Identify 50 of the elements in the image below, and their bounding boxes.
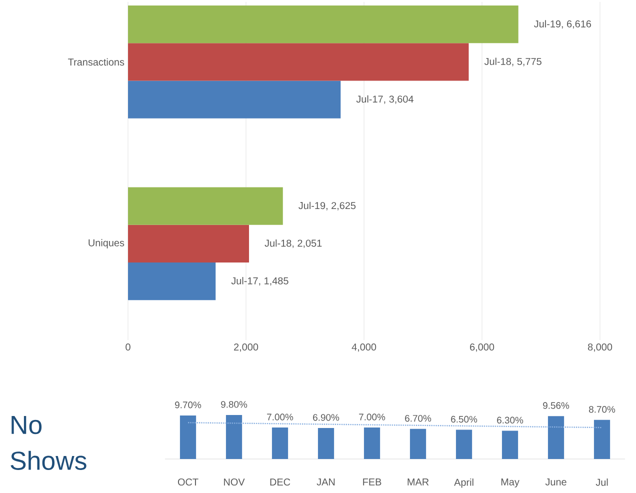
x-tick-label: NOV <box>224 478 245 486</box>
data-label: Jul-19, 6,616 <box>534 20 592 29</box>
x-tick-label: Jul <box>596 478 608 486</box>
data-label: 7.00% <box>267 414 294 420</box>
bar <box>128 80 341 118</box>
x-tick-label: May <box>501 478 520 488</box>
x-tick-label: 2,000 <box>234 344 258 352</box>
x-tick-label: DEC <box>270 478 290 486</box>
data-label: Jul-19, 2,625 <box>298 202 356 210</box>
bar <box>364 428 380 459</box>
y-tick-label: Transactions <box>68 58 124 66</box>
bar <box>548 416 564 459</box>
data-label: Jul-18, 2,051 <box>264 239 322 248</box>
data-label: 6.70% <box>405 415 432 422</box>
bar <box>456 430 472 459</box>
data-label: Jul-17, 3,604 <box>356 95 414 104</box>
data-label: 6.30% <box>497 416 524 424</box>
data-label: Jul-17, 1,485 <box>231 277 288 286</box>
x-tick-label: OCT <box>178 478 198 486</box>
x-tick-label: MAR <box>408 478 429 486</box>
data-label: 6.90% <box>313 414 340 421</box>
data-label: 8.70% <box>589 406 616 413</box>
bar <box>128 43 469 81</box>
x-tick-label: June <box>545 478 566 486</box>
bar <box>318 428 334 459</box>
text: No Shows <box>10 416 86 470</box>
x-tick-label: FEB <box>363 478 382 486</box>
bar <box>410 428 426 459</box>
data-label: Jul-18, 5,775 <box>484 58 542 66</box>
x-tick-label: JAN <box>316 478 335 486</box>
x-tick-label: 0 <box>126 344 130 351</box>
x-tick-label: 6,000 <box>470 344 494 352</box>
y-tick-label: Uniques <box>88 239 124 248</box>
data-label: 9.70% <box>175 402 202 408</box>
bar <box>502 430 518 459</box>
bar <box>272 428 288 459</box>
bar <box>128 224 250 262</box>
x-tick-label: 8,000 <box>588 344 612 352</box>
bar <box>128 6 518 44</box>
bar <box>226 414 242 459</box>
data-label: 9.80% <box>221 401 248 408</box>
data-label: 6.50% <box>451 416 478 423</box>
data-label: 7.00% <box>359 414 386 420</box>
bar <box>180 415 196 459</box>
bar <box>594 420 610 459</box>
bar <box>128 187 283 225</box>
bar <box>128 262 216 300</box>
data-label: 9.56% <box>543 402 570 409</box>
x-tick-label: April <box>454 478 474 488</box>
x-tick-label: 4,000 <box>352 344 376 352</box>
